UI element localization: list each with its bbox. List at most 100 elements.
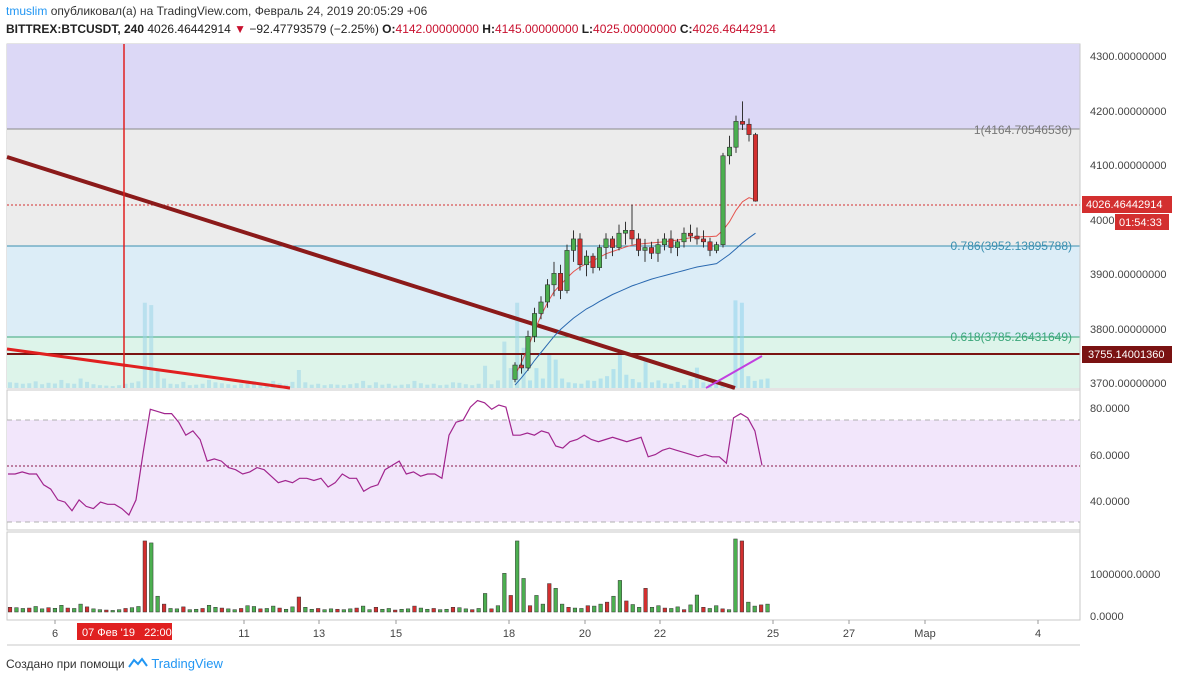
background-volume-bar [316, 383, 321, 388]
crosshair-date-tag [77, 623, 172, 640]
rsi-tick: 40.0000 [1090, 496, 1130, 508]
volume-bar [540, 603, 545, 613]
volume-bar [682, 609, 687, 613]
background-volume-bar [348, 384, 353, 388]
volume-bar [91, 608, 96, 613]
background-volume-bar [303, 382, 308, 388]
price-tick: 3800.00000000 [1090, 324, 1166, 336]
background-volume-bar [386, 383, 391, 388]
fib-zone-1-786 [7, 129, 1080, 246]
volume-bar [669, 608, 674, 613]
background-volume-bar [296, 370, 301, 388]
background-volume-bar [322, 385, 327, 388]
volume-bar [72, 608, 77, 613]
candle [525, 330, 531, 371]
price-tick: 3700.00000000 [1090, 378, 1166, 390]
volume-bar [752, 605, 757, 613]
background-volume-bar [701, 382, 706, 388]
volume-bar [104, 609, 109, 613]
volume-bar [637, 607, 642, 613]
volume-bar [592, 605, 597, 613]
time-tick: 11 [238, 628, 249, 640]
background-volume-bar [592, 380, 597, 388]
volume-bar [515, 540, 520, 613]
volume-bar [46, 607, 51, 613]
price-tick: 4200.00000000 [1090, 106, 1166, 118]
background-volume-bar [258, 384, 263, 388]
ohlc-header: BITTREX:BTCUSDT, 240 4026.46442914 ▼ −92… [6, 22, 776, 36]
background-volume-bar [463, 384, 468, 388]
purple-line[interactable] [705, 355, 763, 389]
background-volume-bar [746, 376, 751, 388]
footer-attribution: Создано при помощи TradingView [6, 656, 223, 671]
price-axis[interactable]: 4300.00000000 4200.00000000 4100.0000000… [1079, 44, 1172, 620]
background-volume-bar [528, 380, 533, 388]
volume-bar [386, 608, 391, 613]
candle [622, 221, 628, 245]
volume-bar [463, 608, 468, 613]
rsi-pane[interactable]: 80.0000 60.0000 40.0000 [6, 389, 1130, 531]
volume-tick: 0.0000 [1090, 611, 1124, 623]
candle [648, 241, 654, 259]
volume-bar [117, 609, 122, 613]
volume-bar [194, 608, 199, 613]
symbol-label: BITTREX:BTCUSDT, 240 [6, 22, 145, 36]
candle [544, 279, 550, 308]
volume-bar [341, 609, 346, 613]
volume-bar [78, 603, 83, 613]
candle [674, 238, 680, 257]
author-username[interactable]: tmuslim [6, 4, 48, 18]
trendline-red[interactable] [6, 347, 291, 390]
rsi-line [8, 399, 763, 516]
volume-bar [675, 606, 680, 613]
price-pane[interactable]: 1(4164.70546536) 0.786(3952.13895788) 0.… [6, 43, 1081, 390]
background-volume-bar [78, 378, 83, 388]
candle [739, 101, 745, 130]
rsi-tick: 80.0000 [1090, 403, 1130, 415]
background-volume-bar [219, 383, 224, 388]
background-volume-bar [110, 386, 115, 388]
background-volume-bar [187, 385, 192, 388]
volume-pane[interactable]: 1000000.0000 0.0000 [6, 531, 1160, 623]
background-volume-bar [675, 381, 680, 388]
last-price-tag-text: 4026.46442914 [1086, 199, 1162, 211]
publication-header: tmuslim опубликовал(а) на TradingView.co… [6, 4, 427, 18]
candle [655, 238, 661, 262]
tradingview-brand[interactable]: TradingView [151, 656, 223, 671]
volume-bar [219, 607, 224, 613]
time-tick: 20 [579, 628, 591, 640]
volume-bar [367, 609, 372, 613]
background-volume-bar [40, 384, 45, 388]
background-volume-bar [476, 383, 481, 388]
background-volume-bar [566, 382, 571, 388]
volume-bar [534, 595, 539, 613]
time-tick: 6 [52, 628, 58, 640]
volume-bar [322, 609, 327, 613]
candle [635, 233, 641, 257]
background-volume-bar [207, 379, 212, 388]
background-volume-bar [290, 381, 295, 388]
background-volume-bar [65, 383, 70, 388]
trendline-descending[interactable] [6, 155, 736, 390]
volume-bar [483, 593, 488, 613]
volume-bar [412, 605, 417, 613]
background-volume-bar [117, 385, 122, 388]
volume-bar [52, 608, 57, 613]
volume-bar [572, 607, 578, 613]
background-volume-bar [495, 380, 500, 388]
background-volume-bar [483, 365, 488, 388]
moving-average-fast [514, 197, 756, 376]
background-volume-bar [129, 382, 134, 388]
time-axis[interactable]: 6 11 13 15 18 20 22 25 27 Мар 4 07 Фев '19 22:00 [7, 619, 1080, 646]
candle [733, 115, 739, 153]
time-tick: Мар [914, 628, 936, 640]
volume-bar [662, 607, 667, 613]
background-volume-bar [354, 383, 359, 388]
volume-bar [309, 608, 314, 613]
volume-bar [547, 583, 552, 613]
volume-bar [393, 609, 398, 613]
volume-bar [181, 606, 186, 613]
fib-zone-786-618 [7, 246, 1080, 337]
price-tick: 4100.00000000 [1090, 160, 1166, 172]
